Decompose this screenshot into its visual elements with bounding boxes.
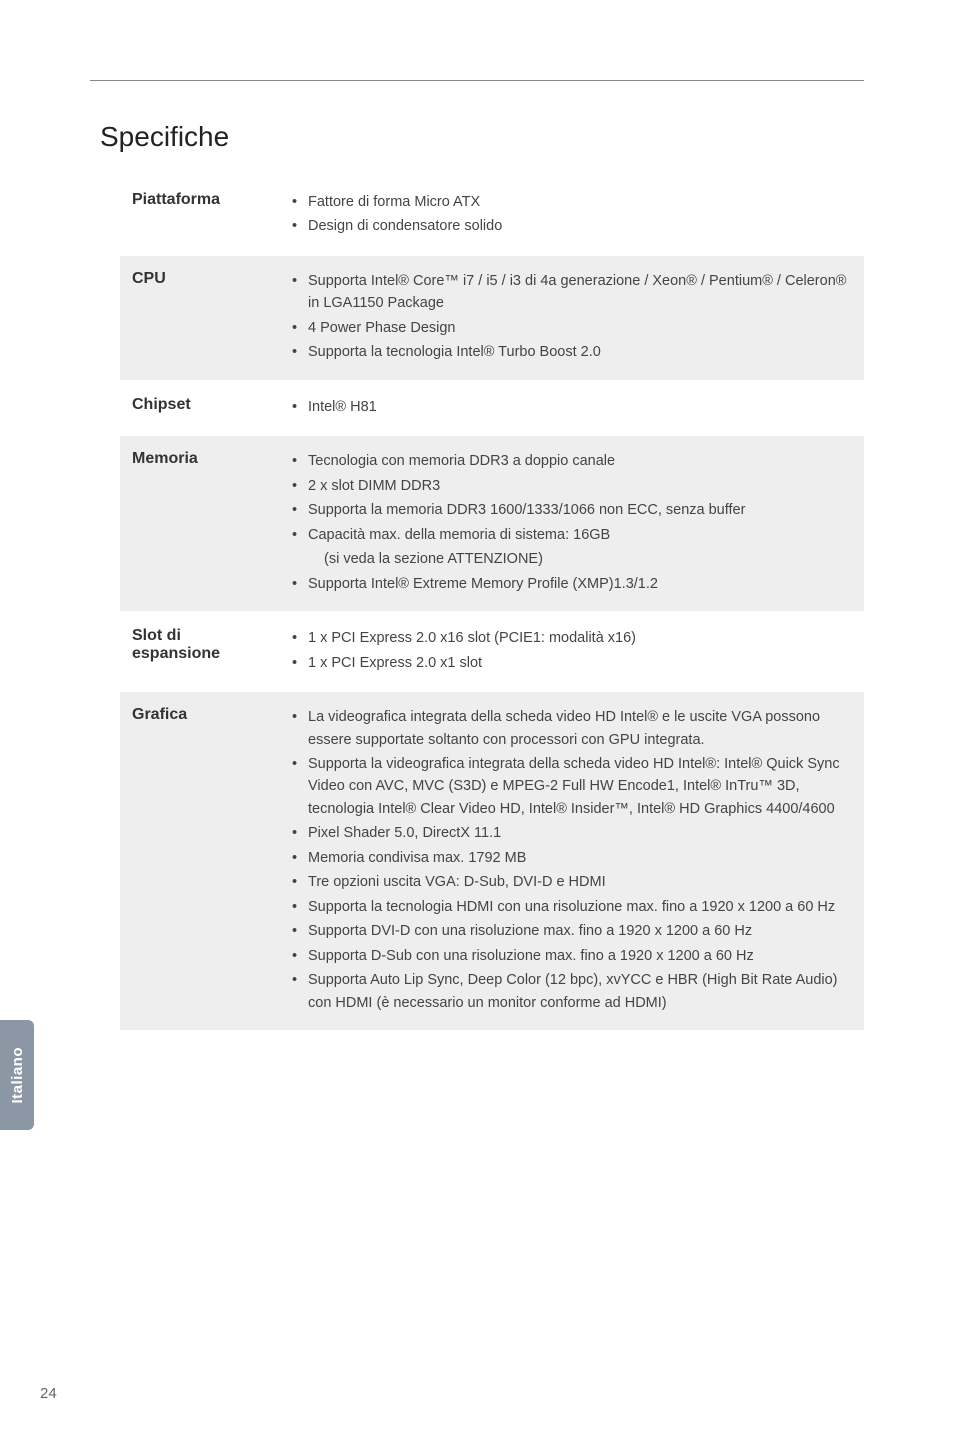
spec-table-body: Piattaforma Fattore di forma Micro ATXDes… bbox=[120, 177, 864, 1031]
spec-item: Design di condensatore solido bbox=[292, 215, 852, 237]
spec-list: La videografica integrata della scheda v… bbox=[292, 706, 852, 1014]
spec-value: 1 x PCI Express 2.0 x16 slot (PCIE1: mod… bbox=[280, 612, 864, 691]
top-rule bbox=[90, 80, 864, 81]
spec-label: Memoria bbox=[120, 435, 280, 612]
spec-item: Intel® H81 bbox=[292, 396, 852, 418]
spec-item: Pixel Shader 5.0, DirectX 11.1 bbox=[292, 822, 852, 844]
spec-item: Capacità max. della memoria di sistema: … bbox=[292, 524, 852, 546]
spec-list: Supporta Intel® Core™ i7 / i5 / i3 di 4a… bbox=[292, 270, 852, 364]
spec-item: Supporta DVI-D con una risoluzione max. … bbox=[292, 920, 852, 942]
spec-item: (si veda la sezione ATTENZIONE) bbox=[292, 548, 852, 570]
spec-list: Intel® H81 bbox=[292, 396, 852, 418]
spec-table: Piattaforma Fattore di forma Micro ATXDes… bbox=[120, 177, 864, 1032]
spec-item: 4 Power Phase Design bbox=[292, 317, 852, 339]
spec-item: Memoria condivisa max. 1792 MB bbox=[292, 847, 852, 869]
spec-value: Fattore di forma Micro ATXDesign di cond… bbox=[280, 177, 864, 255]
spec-value: Tecnologia con memoria DDR3 a doppio can… bbox=[280, 435, 864, 612]
table-row: Grafica La videografica integrata della s… bbox=[120, 691, 864, 1031]
spec-item: Supporta la memoria DDR3 1600/1333/1066 … bbox=[292, 499, 852, 521]
spec-list: Fattore di forma Micro ATXDesign di cond… bbox=[292, 191, 852, 238]
spec-item: Tre opzioni uscita VGA: D-Sub, DVI-D e H… bbox=[292, 871, 852, 893]
spec-item: 2 x slot DIMM DDR3 bbox=[292, 475, 852, 497]
table-row: CPU Supporta Intel® Core™ i7 / i5 / i3 di… bbox=[120, 255, 864, 381]
spec-item: Fattore di forma Micro ATX bbox=[292, 191, 852, 213]
spec-item: Supporta la tecnologia Intel® Turbo Boos… bbox=[292, 341, 852, 363]
page-number: 24 bbox=[40, 1385, 57, 1402]
spec-value: La videografica integrata della scheda v… bbox=[280, 691, 864, 1031]
spec-item: La videografica integrata della scheda v… bbox=[292, 706, 852, 751]
spec-item: 1 x PCI Express 2.0 x16 slot (PCIE1: mod… bbox=[292, 627, 852, 649]
section-title: Specifiche bbox=[100, 121, 864, 153]
spec-value: Supporta Intel® Core™ i7 / i5 / i3 di 4a… bbox=[280, 255, 864, 381]
table-row: Slot di espansione 1 x PCI Express 2.0 x1… bbox=[120, 612, 864, 691]
spec-item: Tecnologia con memoria DDR3 a doppio can… bbox=[292, 450, 852, 472]
spec-label: Piattaforma bbox=[120, 177, 280, 255]
spec-label: Chipset bbox=[120, 381, 280, 435]
table-row: Piattaforma Fattore di forma Micro ATXDes… bbox=[120, 177, 864, 255]
spec-item: Supporta D-Sub con una risoluzione max. … bbox=[292, 945, 852, 967]
spec-list: 1 x PCI Express 2.0 x16 slot (PCIE1: mod… bbox=[292, 627, 852, 674]
spec-list: Tecnologia con memoria DDR3 a doppio can… bbox=[292, 450, 852, 595]
spec-label: Slot di espansione bbox=[120, 612, 280, 691]
spec-value: Intel® H81 bbox=[280, 381, 864, 435]
spec-item: Supporta Auto Lip Sync, Deep Color (12 b… bbox=[292, 969, 852, 1014]
spec-label: Grafica bbox=[120, 691, 280, 1031]
language-tab-label: Italiano bbox=[9, 1047, 26, 1104]
table-row: Chipset Intel® H81 bbox=[120, 381, 864, 435]
spec-item: Supporta Intel® Core™ i7 / i5 / i3 di 4a… bbox=[292, 270, 852, 315]
page-container: Specifiche Piattaforma Fattore di forma M… bbox=[0, 0, 954, 1432]
language-tab: Italiano bbox=[0, 1020, 34, 1130]
table-row: Memoria Tecnologia con memoria DDR3 a dop… bbox=[120, 435, 864, 612]
spec-item: 1 x PCI Express 2.0 x1 slot bbox=[292, 652, 852, 674]
spec-item: Supporta la videografica integrata della… bbox=[292, 753, 852, 820]
spec-label: CPU bbox=[120, 255, 280, 381]
spec-item: Supporta la tecnologia HDMI con una riso… bbox=[292, 896, 852, 918]
spec-item: Supporta Intel® Extreme Memory Profile (… bbox=[292, 573, 852, 595]
